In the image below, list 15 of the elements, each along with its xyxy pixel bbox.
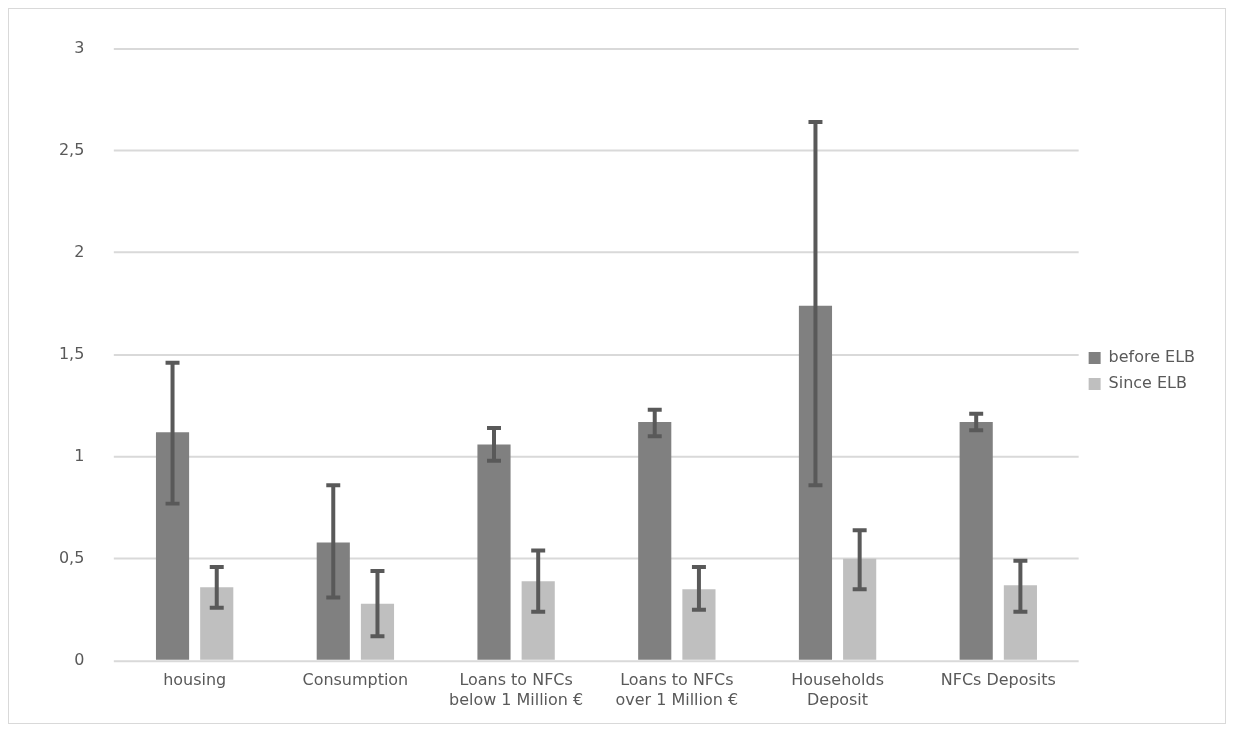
x-tick-label: Loans to NFCs below 1 Million € bbox=[449, 670, 584, 709]
x-tick-label: NFCs Deposits bbox=[940, 670, 1056, 690]
y-tick-label: 0,5 bbox=[58, 547, 85, 567]
x-tick-label: Loans to NFCs over 1 Million € bbox=[615, 670, 739, 709]
y-tick-label: 3 bbox=[74, 37, 85, 57]
y-tick-label: 2 bbox=[74, 241, 85, 261]
x-tick-label: Consumption bbox=[302, 670, 409, 690]
y-tick-label: 0 bbox=[74, 649, 85, 669]
legend-label: Since ELB bbox=[1108, 373, 1187, 393]
y-tick-label: 1,5 bbox=[58, 343, 85, 363]
y-tick-label: 2,5 bbox=[58, 139, 85, 159]
legend-label: before ELB bbox=[1108, 347, 1195, 367]
x-tick-label: Households Deposit bbox=[791, 670, 884, 709]
y-tick-label: 1 bbox=[74, 445, 85, 465]
x-tick-label: housing bbox=[163, 670, 227, 690]
